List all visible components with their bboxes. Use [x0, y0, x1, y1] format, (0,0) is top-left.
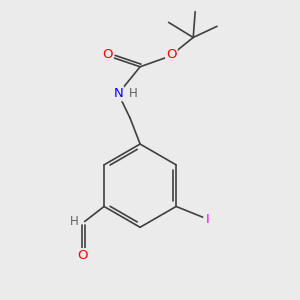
Text: O: O: [166, 48, 177, 62]
Text: O: O: [77, 249, 88, 262]
Text: O: O: [102, 48, 112, 62]
Text: N: N: [113, 87, 123, 100]
Text: I: I: [206, 213, 210, 226]
Text: H: H: [70, 215, 79, 228]
Text: H: H: [129, 87, 138, 100]
